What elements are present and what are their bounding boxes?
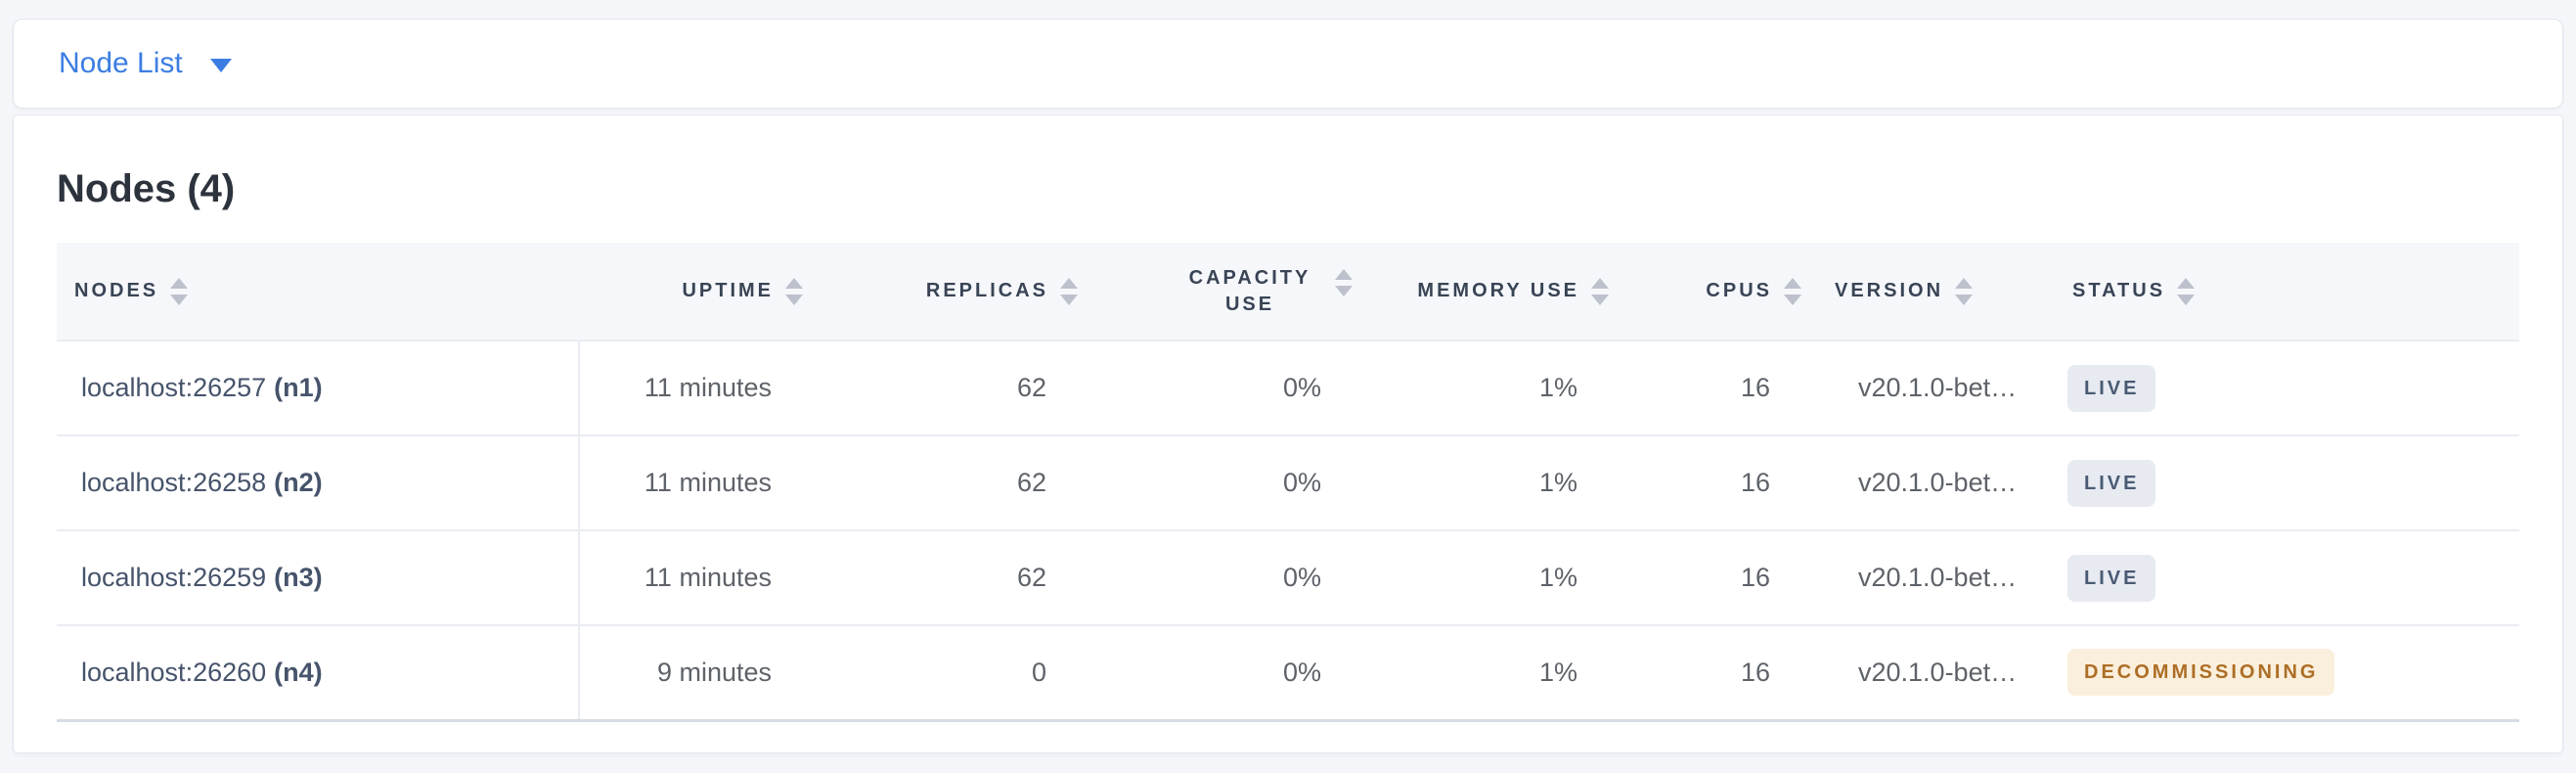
column-header-capacity-use[interactable]: CAPACITY USE — [1093, 243, 1368, 341]
page-header-bar: Node List — [13, 19, 2563, 109]
table-row: localhost:26258 (n2) 11 minutes 62 0% 1% … — [57, 434, 2519, 530]
capacity-use-cell: 0% — [1093, 624, 1368, 722]
uptime-cell: 11 minutes — [579, 529, 819, 625]
capacity-use-cell: 0% — [1093, 340, 1368, 435]
status-badge: DECOMMISSIONING — [2067, 649, 2335, 697]
column-header-label: MEMORY USE — [1417, 280, 1579, 301]
column-header-label: UPTIME — [682, 280, 774, 301]
node-address-cell: localhost:26259 (n3) — [57, 529, 580, 625]
cpus-cell: 16 — [1624, 340, 1817, 435]
column-header-label: VERSION — [1835, 280, 1944, 301]
status-cell: LIVE — [2055, 529, 2519, 625]
cpus-cell: 16 — [1624, 529, 1817, 625]
nodes-count-title: Nodes (4) — [57, 167, 236, 210]
column-header-label: STATUS — [2072, 280, 2166, 301]
column-header-memory-use[interactable]: MEMORY USE — [1368, 243, 1624, 341]
node-address-cell: localhost:26257 (n1) — [57, 340, 580, 435]
capacity-use-cell: 0% — [1093, 434, 1368, 530]
column-header-status[interactable]: STATUS — [2055, 243, 2519, 341]
status-badge: LIVE — [2067, 459, 2156, 507]
status-cell: DECOMMISSIONING — [2055, 624, 2519, 722]
node-id: (n3) — [274, 563, 323, 592]
status-badge: LIVE — [2067, 364, 2156, 412]
nodes-panel: Nodes (4) NODES UPTIME — [13, 114, 2563, 753]
sort-icon — [1335, 268, 1353, 296]
node-id: (n1) — [274, 373, 323, 402]
sort-icon — [1955, 277, 1974, 305]
table-row: localhost:26259 (n3) 11 minutes 62 0% 1% … — [57, 529, 2519, 625]
column-header-cpus[interactable]: CPUS — [1624, 243, 1817, 341]
uptime-cell: 11 minutes — [579, 340, 819, 435]
sort-icon — [170, 277, 189, 305]
column-header-label: REPLICAS — [925, 280, 1048, 301]
node-list-dropdown[interactable]: Node List — [59, 49, 232, 78]
node-address: localhost:26260 — [81, 657, 267, 687]
node-list-dropdown-label: Node List — [59, 47, 183, 79]
node-id: (n4) — [274, 657, 323, 687]
cpus-cell: 16 — [1624, 434, 1817, 530]
node-address: localhost:26259 — [81, 563, 267, 592]
version-cell: v20.1.0-bet… — [1817, 434, 2055, 530]
sort-icon — [1060, 277, 1078, 305]
column-header-label: CPUS — [1706, 280, 1772, 301]
column-header-version[interactable]: VERSION — [1817, 243, 2055, 341]
sort-icon — [2177, 277, 2196, 305]
memory-use-cell: 1% — [1368, 529, 1624, 625]
column-header-replicas[interactable]: REPLICAS — [819, 243, 1093, 341]
replicas-cell: 62 — [819, 340, 1093, 435]
node-id: (n2) — [274, 468, 323, 497]
status-cell: LIVE — [2055, 340, 2519, 435]
caret-down-icon — [209, 58, 232, 72]
sort-icon — [1784, 277, 1801, 305]
table-header-row: NODES UPTIME REPLICAS — [57, 243, 2519, 341]
replicas-cell: 62 — [819, 434, 1093, 530]
node-address-cell: localhost:26260 (n4) — [57, 624, 580, 722]
uptime-cell: 9 minutes — [579, 624, 819, 722]
column-header-uptime[interactable]: UPTIME — [579, 243, 819, 341]
status-badge: LIVE — [2067, 554, 2156, 602]
replicas-cell: 0 — [819, 624, 1093, 722]
column-header-label: NODES — [74, 280, 159, 301]
capacity-use-cell: 0% — [1093, 529, 1368, 625]
node-address: localhost:26258 — [81, 468, 267, 497]
table-row: localhost:26257 (n1) 11 minutes 62 0% 1% … — [57, 340, 2519, 435]
node-address-cell: localhost:26258 (n2) — [57, 434, 580, 530]
version-cell: v20.1.0-bet… — [1817, 529, 2055, 625]
column-header-label: CAPACITY USE — [1188, 266, 1311, 315]
table-row: localhost:26260 (n4) 9 minutes 0 0% 1% 16… — [57, 624, 2519, 722]
memory-use-cell: 1% — [1368, 434, 1624, 530]
nodes-table: NODES UPTIME REPLICAS — [57, 243, 2519, 722]
memory-use-cell: 1% — [1368, 340, 1624, 435]
version-cell: v20.1.0-bet… — [1817, 624, 2055, 722]
node-address: localhost:26257 — [81, 373, 267, 402]
cpus-cell: 16 — [1624, 624, 1817, 722]
sort-icon — [1591, 277, 1609, 305]
memory-use-cell: 1% — [1368, 624, 1624, 722]
version-cell: v20.1.0-bet… — [1817, 340, 2055, 435]
uptime-cell: 11 minutes — [579, 434, 819, 530]
status-cell: LIVE — [2055, 434, 2519, 530]
replicas-cell: 62 — [819, 529, 1093, 625]
sort-icon — [785, 277, 803, 305]
column-header-nodes[interactable]: NODES — [57, 243, 579, 341]
